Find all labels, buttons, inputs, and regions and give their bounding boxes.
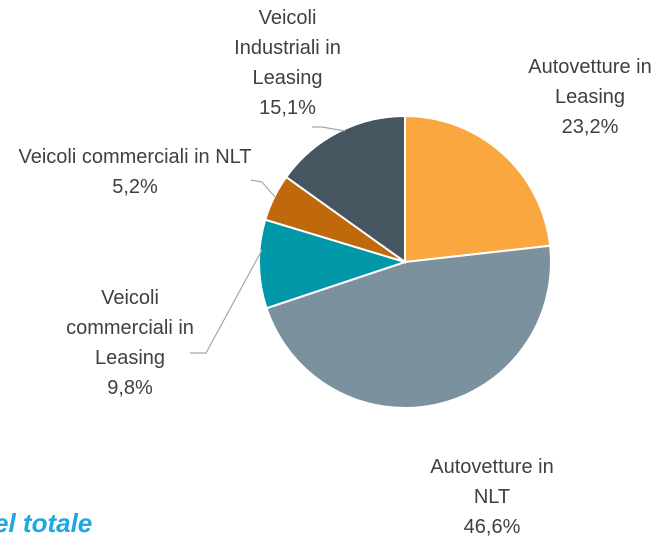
slice-label: Veicoli commerciali in NLT 5,2% xyxy=(10,142,260,202)
slice-label: Veicoli Industriali in Leasing 15,1% xyxy=(220,3,355,123)
value-label: 9,8% xyxy=(107,377,153,399)
leader-line xyxy=(312,126,346,132)
category-label: Autovetture in Leasing xyxy=(528,56,652,108)
pie-slice xyxy=(404,114,552,264)
annotation: el totale xyxy=(0,508,93,538)
slice-label: Autovetture in NLT 46,6% xyxy=(417,452,567,542)
slice-label: Autovetture in Leasing 23,2% xyxy=(515,52,663,142)
category-label: Veicoli Industriali in Leasing xyxy=(234,7,341,89)
leader-line xyxy=(250,179,276,198)
category-label: Autovetture in NLT xyxy=(430,456,554,508)
value-label: 15,1% xyxy=(259,97,316,119)
value-label: 46,6% xyxy=(463,516,521,538)
pie-slice xyxy=(258,218,409,310)
value-label: 23,2% xyxy=(561,116,619,138)
value-label: 5,2% xyxy=(112,176,158,198)
category-label: Veicoli commerciali in Leasing xyxy=(66,287,194,369)
slice-label: Veicoli commerciali in Leasing 9,8% xyxy=(65,283,195,403)
pie-slice xyxy=(284,114,406,264)
category-label: Veicoli commerciali in NLT xyxy=(18,146,252,168)
pie-slice xyxy=(265,244,552,409)
leader-line xyxy=(190,249,263,354)
